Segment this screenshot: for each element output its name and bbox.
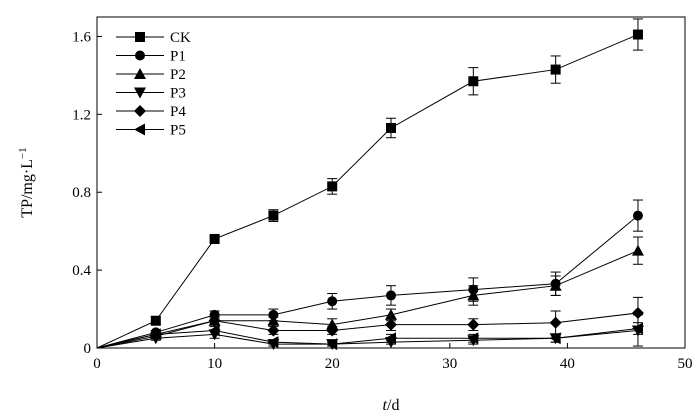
legend-label: P5 bbox=[170, 123, 186, 139]
x-tick-label: 50 bbox=[678, 356, 693, 372]
point-p1 bbox=[386, 290, 396, 301]
y-axis-label-base: TP/mg·L bbox=[19, 159, 36, 218]
point-p4 bbox=[467, 318, 480, 331]
x-axis-label: t/d bbox=[383, 397, 400, 414]
error-bars bbox=[150, 18, 643, 347]
point-p2 bbox=[467, 289, 480, 301]
point-p1 bbox=[632, 210, 643, 221]
point-p4 bbox=[549, 316, 562, 329]
point-ck bbox=[150, 315, 161, 326]
x-tick-label: 20 bbox=[325, 356, 340, 372]
legend-label: P1 bbox=[170, 49, 186, 65]
point-p2 bbox=[326, 318, 339, 330]
point-p2 bbox=[385, 308, 397, 320]
legend: CK P1 P2 P3 P4 P5 bbox=[116, 30, 191, 139]
point-p2 bbox=[631, 244, 644, 256]
y-tick-label: 1.2 bbox=[72, 107, 91, 123]
legend-item-p3: P3 bbox=[116, 86, 186, 102]
y-tick-label: 0.8 bbox=[72, 185, 91, 201]
point-p5 bbox=[149, 328, 161, 341]
legend-item-p1: P1 bbox=[116, 49, 186, 65]
legend-marker-p3 bbox=[134, 87, 146, 99]
legend-label: P4 bbox=[170, 104, 186, 120]
point-p5 bbox=[267, 336, 279, 349]
plot-area-frame bbox=[96, 16, 686, 349]
point-p5 bbox=[208, 324, 220, 337]
x-axis-label-unit: /d bbox=[387, 397, 399, 414]
y-axis-label-exponent: −1 bbox=[17, 147, 29, 159]
point-p1 bbox=[327, 296, 338, 307]
point-p4 bbox=[326, 324, 339, 337]
legend-label: P3 bbox=[170, 86, 186, 102]
point-p5 bbox=[631, 322, 643, 335]
legend-marker-ck bbox=[135, 32, 145, 42]
axis-ticks: 0 10 20 30 40 50 0 0.4 0.8 1.2 1.6 bbox=[72, 29, 692, 372]
point-ck bbox=[632, 29, 643, 40]
legend-marker-p1 bbox=[135, 50, 145, 61]
legend-item-p4: P4 bbox=[116, 104, 186, 120]
point-p4 bbox=[631, 306, 644, 319]
point-ck bbox=[268, 210, 279, 221]
point-p5 bbox=[385, 332, 396, 345]
legend-marker-p5 bbox=[134, 123, 145, 136]
point-p4 bbox=[267, 324, 280, 337]
point-p5 bbox=[467, 332, 479, 345]
x-axis-label-italic: t bbox=[383, 397, 388, 414]
point-p4 bbox=[208, 314, 221, 327]
point-ck bbox=[386, 122, 396, 133]
point-ck bbox=[550, 64, 561, 75]
point-ck bbox=[209, 233, 220, 244]
point-p2 bbox=[549, 279, 562, 291]
y-axis-label: TP/mg·L−1 bbox=[17, 147, 36, 217]
x-tick-label: 30 bbox=[442, 356, 457, 372]
point-ck bbox=[468, 76, 479, 87]
point-p2 bbox=[267, 314, 280, 326]
y-tick-label: 0 bbox=[84, 341, 92, 357]
point-p5 bbox=[549, 332, 561, 345]
legend-item-p2: P2 bbox=[116, 67, 186, 83]
point-p4 bbox=[385, 318, 397, 331]
legend-label: P2 bbox=[170, 67, 186, 83]
x-tick-label: 10 bbox=[207, 356, 222, 372]
legend-item-p5: P5 bbox=[116, 123, 186, 139]
y-tick-label: 1.6 bbox=[72, 29, 91, 45]
legend-marker-p2 bbox=[134, 68, 146, 79]
x-tick-label: 0 bbox=[93, 356, 101, 372]
series-markers bbox=[149, 29, 644, 351]
x-tick-label: 40 bbox=[560, 356, 575, 372]
point-ck bbox=[327, 181, 338, 192]
legend-marker-p4 bbox=[134, 105, 146, 117]
legend-item-ck: CK bbox=[116, 30, 191, 46]
y-tick-label: 0.4 bbox=[72, 263, 91, 279]
legend-label: CK bbox=[170, 30, 191, 46]
